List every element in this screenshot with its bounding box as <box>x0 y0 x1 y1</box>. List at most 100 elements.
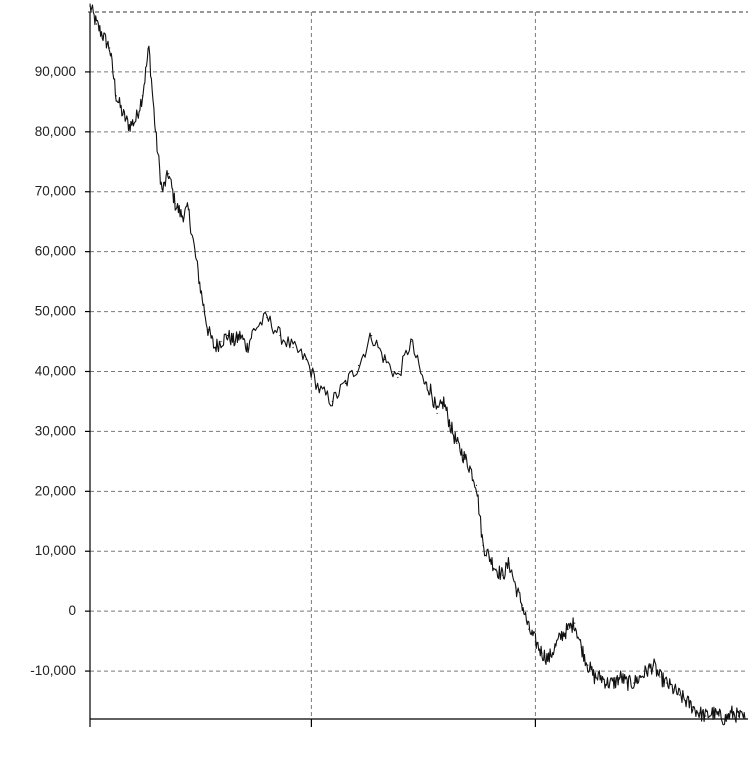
data-point <box>292 346 294 349</box>
data-point <box>213 346 216 349</box>
data-point <box>397 376 399 379</box>
data-point <box>639 676 641 678</box>
data-point <box>613 682 615 684</box>
y-tick-label: 10,000 <box>35 543 76 558</box>
y-tick-label: 50,000 <box>35 304 76 319</box>
data-point <box>128 125 130 127</box>
tick-labels: -10,000 0 10,000 20,000 30,000 40,000 50,000 60… <box>30 64 76 678</box>
data-point <box>436 412 438 415</box>
data-point <box>161 191 163 193</box>
axes <box>85 12 748 727</box>
data-point <box>443 400 445 403</box>
data-point <box>115 95 117 97</box>
data-point <box>410 340 412 343</box>
data-point <box>567 628 569 630</box>
y-tick-label: 20,000 <box>35 483 76 498</box>
data-point <box>587 664 589 666</box>
data-point <box>692 706 694 708</box>
data-point <box>109 47 111 49</box>
y-tick-label: 90,000 <box>35 64 76 79</box>
data-point <box>168 173 170 175</box>
data-point <box>253 328 255 331</box>
data-point <box>711 712 713 714</box>
data-point <box>619 676 622 678</box>
data-point <box>731 712 733 714</box>
data-point <box>646 670 648 672</box>
data-point <box>541 652 543 654</box>
data-point <box>148 47 150 49</box>
data-point <box>718 715 720 717</box>
data-point <box>305 358 307 361</box>
data-point <box>554 646 556 648</box>
data-point <box>95 23 98 25</box>
data-point <box>266 316 268 319</box>
data-point <box>574 622 576 624</box>
data-point <box>89 5 91 7</box>
data-point <box>226 334 229 337</box>
data-point <box>240 334 242 337</box>
data-point <box>135 119 137 121</box>
data-point <box>482 544 484 546</box>
data-point <box>233 340 235 343</box>
data-point <box>724 718 726 720</box>
data-point <box>633 682 635 684</box>
data-point <box>515 586 517 588</box>
data-point <box>174 203 176 205</box>
data-point <box>246 346 248 349</box>
y-tick-label: 80,000 <box>35 124 76 139</box>
data-point <box>521 604 523 606</box>
data-point <box>488 556 491 558</box>
y-tick-label: 40,000 <box>35 363 76 378</box>
data-point <box>187 209 189 211</box>
data-point <box>502 574 504 576</box>
data-point <box>371 334 373 337</box>
data-point <box>430 388 432 391</box>
data-point <box>194 251 196 253</box>
series-layer <box>89 3 746 726</box>
data-point <box>528 628 530 630</box>
data-point <box>593 676 595 678</box>
y-tick-label: 70,000 <box>35 184 76 199</box>
data-point <box>495 568 497 570</box>
data-point <box>672 688 674 690</box>
data-point <box>659 676 661 678</box>
data-point <box>685 700 687 702</box>
data-point <box>318 388 320 391</box>
data-point <box>678 694 681 696</box>
data-point <box>547 658 550 660</box>
y-tick-label: 60,000 <box>35 244 76 259</box>
data-point <box>737 715 740 717</box>
data-point <box>331 400 333 403</box>
data-point <box>200 293 202 295</box>
data-point <box>456 442 458 444</box>
data-point <box>561 634 563 636</box>
data-point <box>181 215 183 217</box>
data-point <box>423 382 425 385</box>
series-line <box>89 3 746 726</box>
data-point <box>469 466 471 468</box>
data-point <box>122 113 124 115</box>
data-point <box>141 95 143 97</box>
y-tick-label: 0 <box>68 603 76 618</box>
data-point <box>207 328 209 331</box>
data-point <box>344 382 347 385</box>
data-point <box>462 454 464 456</box>
data-point <box>102 35 104 37</box>
data-point <box>705 715 707 717</box>
data-point <box>600 676 602 678</box>
data-point <box>449 424 451 427</box>
data-point <box>508 562 510 564</box>
data-point <box>698 712 700 714</box>
data-point <box>652 664 654 666</box>
data-point <box>475 484 478 486</box>
data-point <box>606 682 609 684</box>
data-point <box>220 340 222 343</box>
data-point <box>534 640 537 642</box>
data-point <box>384 358 386 361</box>
y-tick-label: 30,000 <box>35 423 76 438</box>
data-point <box>357 364 360 367</box>
data-point <box>154 131 157 133</box>
data-point <box>626 682 628 684</box>
